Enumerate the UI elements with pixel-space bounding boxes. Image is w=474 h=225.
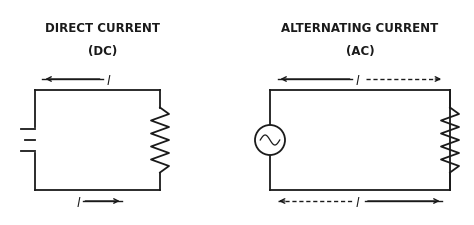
Text: l: l — [356, 75, 359, 88]
Text: (AC): (AC) — [346, 45, 374, 58]
Text: l: l — [356, 197, 359, 210]
Circle shape — [255, 125, 285, 155]
Text: l: l — [107, 75, 110, 88]
Text: DIRECT CURRENT: DIRECT CURRENT — [45, 22, 160, 36]
Text: (DC): (DC) — [88, 45, 117, 58]
Text: l: l — [76, 197, 80, 210]
Text: ALTERNATING CURRENT: ALTERNATING CURRENT — [282, 22, 438, 36]
